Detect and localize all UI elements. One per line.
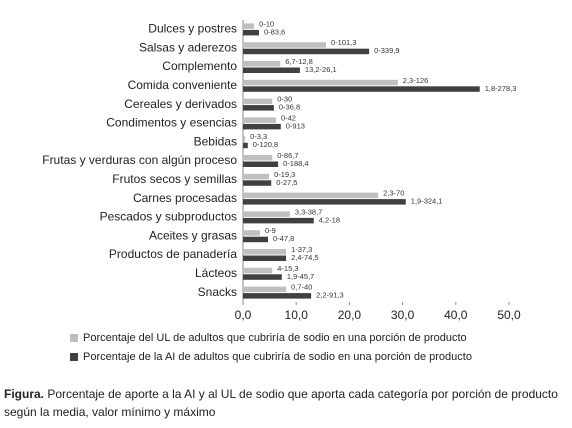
- range-label: 2,2-91,3: [316, 291, 344, 300]
- bar: [243, 173, 270, 180]
- legend-label: Porcentaje de la AI de adultos que cubri…: [83, 351, 472, 363]
- range-label: 0-188,4: [283, 159, 308, 168]
- bar: [243, 105, 274, 111]
- bar: [243, 48, 370, 55]
- bar: [243, 286, 287, 293]
- category-label: Complemento: [162, 59, 237, 73]
- category-label: Cereales y derivados: [124, 97, 237, 111]
- bar: [243, 230, 261, 236]
- category-label: Comida conveniente: [128, 78, 238, 92]
- legend-label: Porcentaje del UL de adultos que cubrirí…: [83, 332, 467, 344]
- range-label: 13,2-26,1: [305, 65, 337, 74]
- x-tick-label: 0,0: [235, 308, 252, 322]
- x-tick-label: 40,0: [444, 308, 468, 322]
- range-label: 0-30: [277, 95, 292, 104]
- category-label: Salsas y aderezos: [139, 40, 237, 54]
- range-label: 0-83,6: [264, 27, 285, 36]
- bar: [243, 29, 259, 36]
- range-label: 0-101,3: [331, 38, 356, 47]
- range-label: 0-19,3: [274, 170, 295, 179]
- range-label: 0,7-40: [291, 283, 312, 292]
- range-label: 3,3-38,7: [295, 207, 323, 216]
- category-label: Pescados y subproductos: [100, 210, 237, 224]
- x-tick-label: 50,0: [497, 308, 521, 322]
- range-label: 0-339,9: [374, 46, 399, 55]
- range-label: 4,2-18: [319, 215, 340, 224]
- range-label: 0-27,5: [276, 178, 297, 187]
- category-label: Frutos secos y semillas: [112, 172, 237, 186]
- bar: [243, 155, 273, 161]
- category-label: Snacks: [198, 285, 237, 299]
- range-label: 0-10: [259, 19, 274, 28]
- range-label: 1,9-324,1: [411, 197, 443, 206]
- x-tick-label: 20,0: [338, 308, 362, 322]
- x-tick-label: 10,0: [285, 308, 309, 322]
- bar: [243, 255, 287, 261]
- bar: [243, 274, 282, 280]
- bar: [243, 293, 312, 299]
- bar: [243, 249, 287, 255]
- category-label: Productos de panadería: [109, 247, 237, 261]
- caption-label: Figura.: [4, 387, 44, 401]
- bar: [243, 217, 314, 224]
- bar: [243, 98, 273, 105]
- bar: [243, 23, 255, 29]
- range-label: 0-86,7: [277, 151, 298, 160]
- category-label: Frutas y verduras con algún proceso: [42, 153, 237, 167]
- bar: [243, 79, 398, 86]
- range-label: 0-36,8: [279, 103, 300, 112]
- range-label: 0-9: [265, 226, 276, 235]
- category-label: Bebidas: [194, 134, 237, 148]
- category-label: Lácteos: [195, 266, 237, 280]
- range-label: 4-15,3: [277, 264, 298, 273]
- legend-swatch: [70, 334, 78, 342]
- bar: [243, 61, 281, 67]
- range-label: 0-120,8: [253, 140, 278, 149]
- x-tick-label: 30,0: [391, 308, 415, 322]
- legend-swatch: [70, 353, 78, 361]
- range-label: 0-3,3: [250, 132, 267, 141]
- bar: [243, 42, 326, 48]
- bar: [243, 123, 281, 130]
- range-label: 0-913: [286, 121, 305, 130]
- bar: [243, 192, 379, 199]
- bar: [243, 236, 269, 243]
- caption: Figura. Porcentaje de aporte a la AI y a…: [4, 387, 558, 401]
- category-label: Dulces y postres: [148, 22, 237, 36]
- range-label: 1-37,3: [291, 245, 312, 254]
- bar: [243, 180, 272, 186]
- caption-text-line2: según la media, valor mínimo y máximo: [4, 405, 216, 419]
- range-label: 0-42: [281, 113, 296, 122]
- bar: [243, 142, 248, 149]
- range-label: 2,4-74,5: [291, 253, 319, 262]
- caption-text: Porcentaje de aporte a la AI y al UL de …: [47, 387, 558, 401]
- range-label: 6,7-12,8: [285, 57, 313, 66]
- range-label: 2,3-126: [403, 76, 428, 85]
- bar: [243, 117, 276, 123]
- category-label: Aceites y grasas: [149, 228, 237, 242]
- bar: [243, 136, 246, 142]
- bar: [243, 199, 406, 205]
- category-label: Carnes procesadas: [133, 191, 237, 205]
- bar: [243, 86, 480, 92]
- bar: [243, 211, 290, 217]
- range-label: 0-47,8: [273, 234, 294, 243]
- bar: [243, 161, 279, 167]
- bar: [243, 67, 300, 73]
- range-label: 1,8-278,3: [485, 84, 517, 93]
- range-label: 1,9-45,7: [287, 272, 315, 281]
- range-label: 2,3-70: [383, 189, 404, 198]
- bar: [243, 267, 273, 274]
- category-label: Condimentos y esencias: [106, 116, 237, 130]
